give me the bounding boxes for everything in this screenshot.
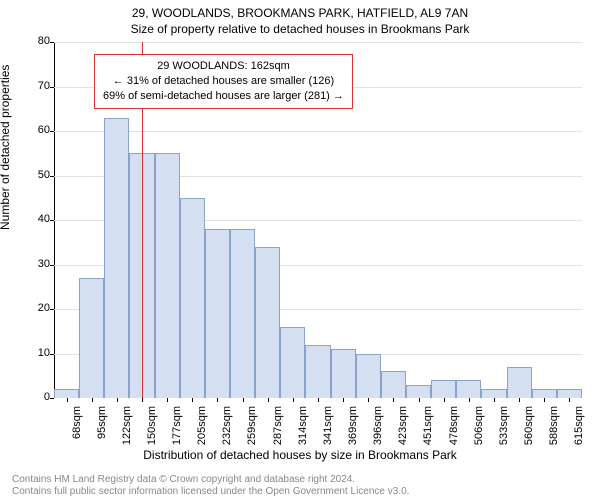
x-tick-mark xyxy=(217,398,218,402)
footer-attribution: Contains HM Land Registry data © Crown c… xyxy=(12,474,409,498)
y-tick-label: 60 xyxy=(26,124,50,136)
histogram-bar xyxy=(104,118,129,398)
annotation-line: 29 WOODLANDS: 162sqm xyxy=(103,59,344,74)
x-tick-label: 150sqm xyxy=(146,406,158,445)
x-tick-label: 122sqm xyxy=(121,406,133,445)
plot-area: 0102030405060708068sqm95sqm122sqm150sqm1… xyxy=(54,42,582,398)
x-tick-label: 287sqm xyxy=(272,406,284,445)
x-tick-mark xyxy=(293,398,294,402)
x-tick-label: 232sqm xyxy=(221,406,233,445)
y-tick-label: 30 xyxy=(26,258,50,270)
histogram-bar xyxy=(79,278,104,398)
y-tick-label: 40 xyxy=(26,213,50,225)
y-tick-mark xyxy=(50,398,54,399)
x-tick-label: 396sqm xyxy=(372,406,384,445)
chart-container: 29, WOODLANDS, BROOKMANS PARK, HATFIELD,… xyxy=(0,0,600,500)
x-tick-mark xyxy=(494,398,495,402)
annotation-box: 29 WOODLANDS: 162sqm← 31% of detached ho… xyxy=(94,54,353,109)
histogram-bar xyxy=(305,345,330,398)
y-tick-mark xyxy=(50,131,54,132)
x-tick-label: 369sqm xyxy=(347,406,359,445)
footer-line1: Contains HM Land Registry data © Crown c… xyxy=(12,474,409,486)
x-tick-label: 451sqm xyxy=(423,406,435,445)
y-tick-label: 10 xyxy=(26,347,50,359)
footer-line2: Contains full public sector information … xyxy=(12,486,409,498)
x-axis-label: Distribution of detached houses by size … xyxy=(0,448,600,462)
histogram-bar xyxy=(205,229,230,398)
x-tick-mark xyxy=(243,398,244,402)
y-tick-mark xyxy=(50,354,54,355)
chart-title-desc: Size of property relative to detached ho… xyxy=(0,22,600,36)
x-tick-label: 615sqm xyxy=(573,406,585,445)
histogram-bar xyxy=(230,229,255,398)
x-tick-mark xyxy=(192,398,193,402)
x-tick-label: 68sqm xyxy=(71,406,83,439)
x-tick-mark xyxy=(469,398,470,402)
x-tick-label: 560sqm xyxy=(523,406,535,445)
histogram-bar xyxy=(356,354,381,399)
x-tick-mark xyxy=(318,398,319,402)
x-tick-label: 95sqm xyxy=(96,406,108,439)
y-tick-label: 70 xyxy=(26,80,50,92)
annotation-line: 69% of semi-detached houses are larger (… xyxy=(103,89,344,104)
y-axis-label: Number of detached properties xyxy=(0,65,12,230)
x-tick-label: 259sqm xyxy=(247,406,259,445)
x-tick-mark xyxy=(167,398,168,402)
x-tick-label: 533sqm xyxy=(498,406,510,445)
histogram-bar xyxy=(481,389,506,398)
histogram-bar xyxy=(507,367,532,398)
x-tick-label: 341sqm xyxy=(322,406,334,445)
x-tick-mark xyxy=(117,398,118,402)
x-tick-mark xyxy=(444,398,445,402)
x-tick-mark xyxy=(268,398,269,402)
annotation-line: ← 31% of detached houses are smaller (12… xyxy=(103,74,344,89)
histogram-bar xyxy=(381,371,406,398)
x-tick-mark xyxy=(393,398,394,402)
histogram-bar xyxy=(54,389,79,398)
x-tick-label: 205sqm xyxy=(196,406,208,445)
x-tick-label: 314sqm xyxy=(297,406,309,445)
histogram-bar xyxy=(532,389,557,398)
histogram-bar xyxy=(456,380,481,398)
x-tick-mark xyxy=(419,398,420,402)
histogram-bar xyxy=(406,385,431,398)
y-tick-mark xyxy=(50,265,54,266)
x-tick-label: 177sqm xyxy=(171,406,183,445)
x-tick-mark xyxy=(142,398,143,402)
y-tick-mark xyxy=(50,42,54,43)
x-tick-mark xyxy=(569,398,570,402)
histogram-bar xyxy=(155,153,180,398)
y-tick-mark xyxy=(50,220,54,221)
x-tick-mark xyxy=(368,398,369,402)
y-tick-label: 0 xyxy=(26,391,50,403)
x-tick-mark xyxy=(343,398,344,402)
y-tick-label: 20 xyxy=(26,302,50,314)
y-tick-mark xyxy=(50,309,54,310)
chart-title-address: 29, WOODLANDS, BROOKMANS PARK, HATFIELD,… xyxy=(0,6,600,20)
x-tick-mark xyxy=(519,398,520,402)
histogram-bar xyxy=(180,198,205,398)
histogram-bar xyxy=(280,327,305,398)
histogram-bar xyxy=(431,380,456,398)
x-tick-mark xyxy=(544,398,545,402)
histogram-bar xyxy=(557,389,582,398)
y-tick-mark xyxy=(50,87,54,88)
x-tick-mark xyxy=(67,398,68,402)
grid-line xyxy=(54,131,582,132)
histogram-bar xyxy=(255,247,280,398)
x-tick-label: 478sqm xyxy=(448,406,460,445)
histogram-bar xyxy=(331,349,356,398)
y-tick-mark xyxy=(50,176,54,177)
x-tick-label: 423sqm xyxy=(397,406,409,445)
y-tick-label: 80 xyxy=(26,35,50,47)
grid-line xyxy=(54,42,582,43)
x-tick-label: 506sqm xyxy=(473,406,485,445)
x-tick-mark xyxy=(92,398,93,402)
x-tick-label: 588sqm xyxy=(548,406,560,445)
y-tick-label: 50 xyxy=(26,169,50,181)
